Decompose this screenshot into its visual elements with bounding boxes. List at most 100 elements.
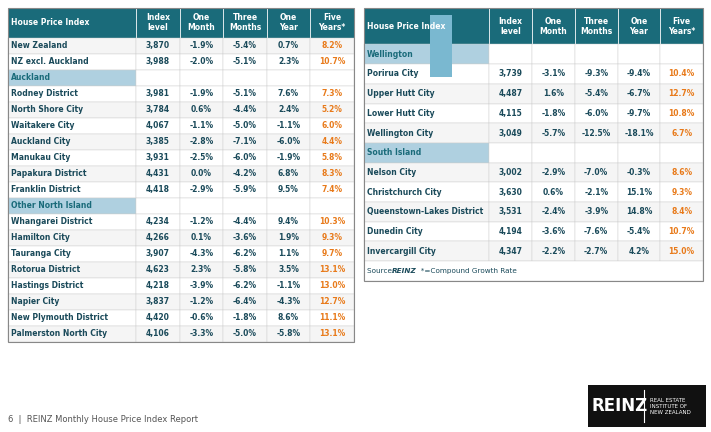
Bar — [223, 149, 267, 165]
Text: NEW ZEALAND: NEW ZEALAND — [650, 410, 691, 414]
Bar — [180, 38, 223, 54]
Bar — [661, 241, 703, 261]
Bar — [661, 123, 703, 143]
Bar — [8, 38, 136, 54]
Bar — [180, 86, 223, 102]
Bar — [310, 8, 354, 38]
Text: Rotorua District: Rotorua District — [11, 265, 80, 274]
Bar — [267, 326, 310, 342]
Text: REINZ: REINZ — [592, 397, 648, 415]
Bar — [267, 8, 310, 38]
Text: Upper Hutt City: Upper Hutt City — [367, 89, 434, 98]
Bar — [136, 246, 180, 262]
Text: 9.7%: 9.7% — [321, 249, 343, 258]
Text: Lower Hutt City: Lower Hutt City — [367, 109, 434, 118]
Text: One
Month: One Month — [540, 16, 567, 36]
Text: Other North Island: Other North Island — [11, 201, 92, 210]
Text: -1.9%: -1.9% — [189, 89, 213, 98]
Bar — [661, 84, 703, 104]
Bar — [661, 8, 703, 44]
Text: 8.4%: 8.4% — [671, 207, 693, 216]
Bar — [136, 310, 180, 326]
Bar — [489, 182, 532, 202]
Bar — [8, 86, 136, 102]
Bar — [223, 54, 267, 70]
Bar — [8, 278, 136, 294]
Bar — [223, 294, 267, 310]
Text: -5.7%: -5.7% — [541, 129, 565, 138]
Bar — [8, 149, 136, 165]
Bar — [180, 197, 223, 213]
Bar — [574, 104, 618, 123]
Text: -9.3%: -9.3% — [584, 70, 608, 79]
Bar — [574, 64, 618, 84]
Text: 12.7%: 12.7% — [319, 297, 346, 306]
Bar — [489, 202, 532, 222]
Text: -6.2%: -6.2% — [233, 281, 257, 290]
Bar — [136, 133, 180, 149]
Bar — [223, 229, 267, 246]
Bar — [574, 123, 618, 143]
Bar — [223, 246, 267, 262]
Text: -6.7%: -6.7% — [627, 89, 651, 98]
Text: Whangarei District: Whangarei District — [11, 217, 92, 226]
Bar — [223, 213, 267, 229]
Text: 13.1%: 13.1% — [319, 265, 346, 274]
Bar — [618, 202, 661, 222]
Bar — [574, 162, 618, 182]
Text: REINZ: REINZ — [392, 268, 417, 274]
Text: INSTITUTE OF: INSTITUTE OF — [650, 403, 687, 409]
Text: 3,002: 3,002 — [499, 168, 523, 177]
Bar — [223, 102, 267, 118]
Text: -1.8%: -1.8% — [232, 313, 257, 322]
Text: 6.7%: 6.7% — [671, 129, 693, 138]
Bar — [136, 213, 180, 229]
Text: 2.3%: 2.3% — [278, 57, 299, 66]
Text: -3.6%: -3.6% — [541, 227, 565, 236]
Bar — [223, 118, 267, 133]
Bar — [489, 104, 532, 123]
Text: 4,623: 4,623 — [146, 265, 170, 274]
Text: -4.4%: -4.4% — [233, 217, 257, 226]
Bar — [618, 241, 661, 261]
Bar — [532, 222, 574, 241]
Bar — [364, 8, 703, 281]
Bar — [661, 182, 703, 202]
Text: -1.9%: -1.9% — [277, 153, 301, 162]
Bar — [8, 326, 136, 342]
Bar — [8, 70, 136, 86]
Bar — [364, 202, 489, 222]
Text: 3,870: 3,870 — [146, 41, 170, 50]
Bar — [267, 102, 310, 118]
Text: 3,739: 3,739 — [498, 70, 523, 79]
Text: 15.0%: 15.0% — [668, 247, 695, 256]
Text: 4,106: 4,106 — [146, 329, 170, 338]
Text: Waitakere City: Waitakere City — [11, 121, 75, 130]
Bar — [136, 278, 180, 294]
Bar — [364, 44, 489, 64]
Text: 5.8%: 5.8% — [321, 153, 343, 162]
Bar — [8, 197, 136, 213]
Text: -6.2%: -6.2% — [233, 249, 257, 258]
Bar — [489, 241, 532, 261]
Text: 3,630: 3,630 — [499, 187, 523, 197]
Bar — [223, 133, 267, 149]
Text: 10.8%: 10.8% — [668, 109, 695, 118]
Text: -5.4%: -5.4% — [233, 41, 257, 50]
Text: 4,234: 4,234 — [146, 217, 170, 226]
Bar — [310, 246, 354, 262]
Text: 3,988: 3,988 — [146, 57, 170, 66]
Text: -5.1%: -5.1% — [233, 89, 257, 98]
Bar — [136, 86, 180, 102]
Bar — [661, 162, 703, 182]
Text: Five
Years*: Five Years* — [668, 16, 695, 36]
Text: 6.0%: 6.0% — [321, 121, 343, 130]
Bar — [618, 123, 661, 143]
Text: Dunedin City: Dunedin City — [367, 227, 422, 236]
Text: Palmerston North City: Palmerston North City — [11, 329, 107, 338]
Bar — [574, 182, 618, 202]
Bar — [136, 8, 180, 38]
Bar — [180, 8, 223, 38]
Bar — [180, 278, 223, 294]
Text: Index
level: Index level — [146, 13, 170, 32]
